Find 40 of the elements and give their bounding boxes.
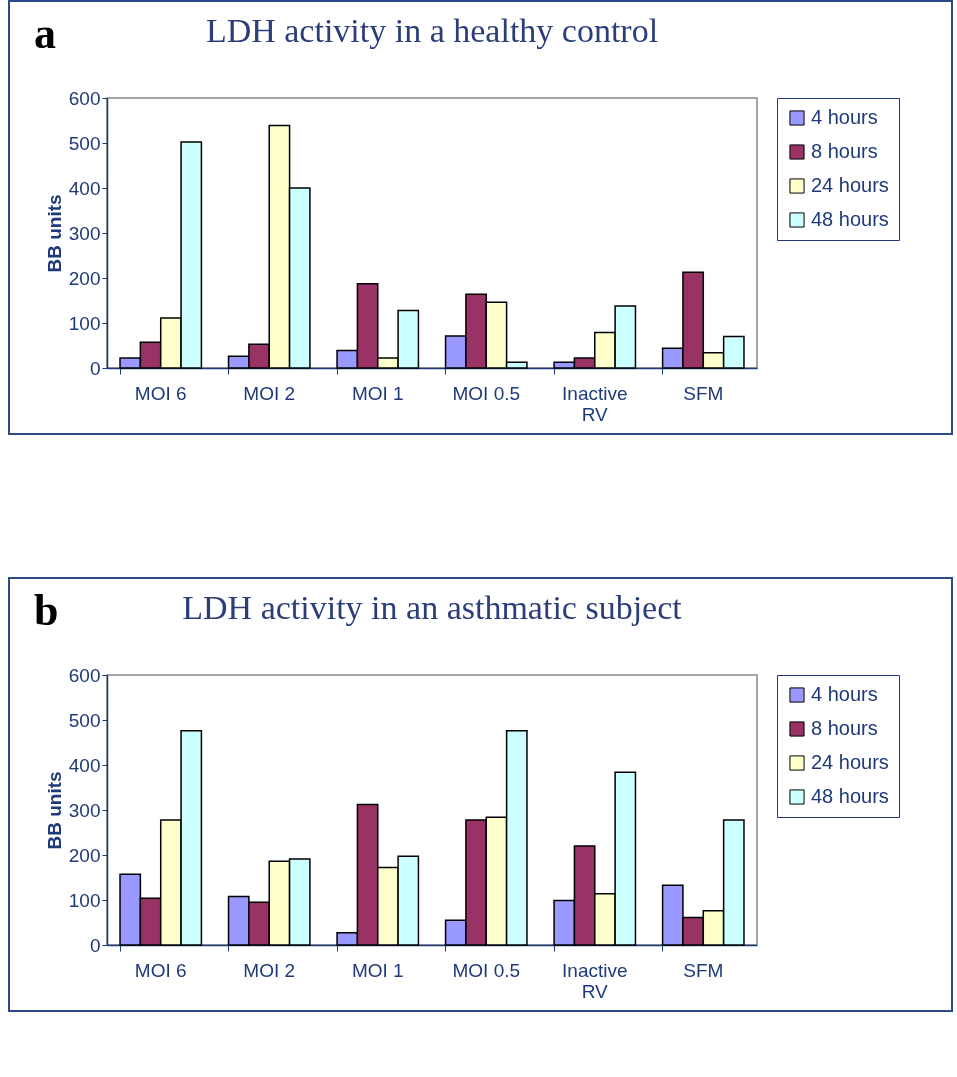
y-axis-title: BB units: [43, 194, 65, 273]
y-tick-label: 0: [89, 357, 101, 379]
y-tick-label: 400: [68, 177, 101, 199]
legend-label: 24 hours: [811, 751, 889, 773]
x-tick-label: Inactive RV: [562, 382, 628, 425]
x-tick-label: Inactive RV: [562, 959, 628, 1002]
x-tick-label: MOI 1: [351, 959, 404, 981]
x-tick-label: MOI 2: [243, 382, 296, 404]
y-tick-label: 100: [68, 889, 101, 911]
y-tick-label: 500: [68, 132, 101, 154]
y-tick-label: 600: [68, 664, 101, 686]
x-tick-label: MOI 6: [134, 959, 187, 981]
x-tick-label: SFM: [683, 959, 724, 981]
y-tick-label: 200: [68, 267, 101, 289]
chart-title: LDH activity in an asthmatic subject: [182, 589, 683, 626]
y-tick-label: 600: [68, 87, 101, 109]
legend-label: 48 hours: [811, 208, 889, 230]
text: b: [34, 585, 59, 636]
x-tick-label: MOI 2: [243, 959, 296, 981]
y-tick-label: 0: [89, 934, 101, 956]
legend-label: 24 hours: [811, 174, 889, 196]
chart-title: LDH activity in a healthy control: [205, 12, 659, 49]
y-tick-label: 400: [68, 754, 101, 776]
legend-label: 8 hours: [811, 717, 878, 739]
x-tick-label: MOI 0.5: [452, 959, 521, 981]
legend-label: 4 hours: [811, 683, 878, 705]
y-tick-label: 100: [68, 312, 101, 334]
y-tick-label: 300: [68, 222, 101, 244]
x-tick-label: SFM: [683, 382, 724, 404]
x-tick-label: MOI 0.5: [452, 382, 521, 404]
x-tick-label: MOI 6: [134, 382, 187, 404]
y-tick-label: 200: [68, 844, 101, 866]
x-tick-label: MOI 1: [351, 382, 404, 404]
y-tick-label: 300: [68, 799, 101, 821]
legend-label: 48 hours: [811, 785, 889, 807]
legend-label: 4 hours: [811, 106, 878, 128]
legend-label: 8 hours: [811, 140, 878, 162]
y-axis-title: BB units: [43, 771, 65, 850]
text: a: [34, 8, 56, 59]
y-tick-label: 500: [68, 709, 101, 731]
